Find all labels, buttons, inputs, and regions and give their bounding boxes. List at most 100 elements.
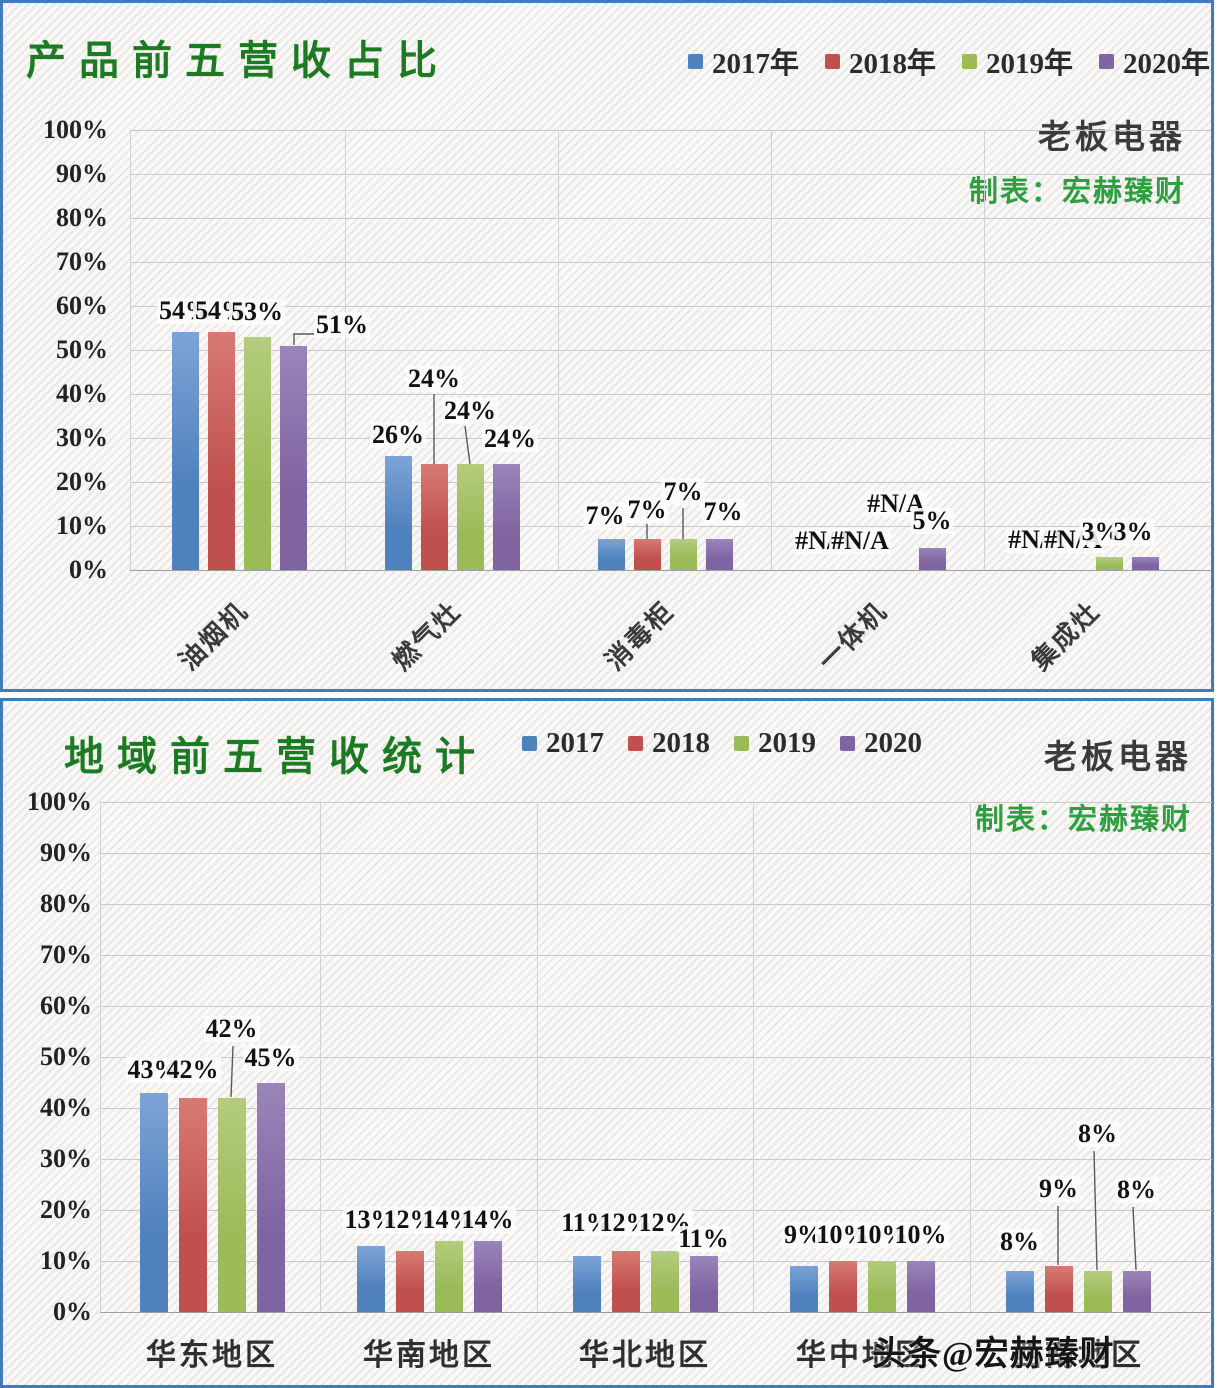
legend-item: 2018 bbox=[628, 727, 710, 760]
gridline bbox=[100, 955, 1212, 956]
bar-2019年-油烟机 bbox=[243, 336, 271, 570]
legend-swatch-icon bbox=[628, 736, 643, 751]
bar-2019年-消毒柜 bbox=[669, 539, 697, 570]
legend-swatch-icon bbox=[522, 736, 537, 751]
data-label: 42% bbox=[203, 1013, 260, 1043]
gridline bbox=[130, 394, 1211, 395]
data-label: 7% bbox=[583, 501, 627, 531]
legend: 2017年 2018年 2019年 2020年 bbox=[688, 40, 1210, 82]
gridline bbox=[100, 1108, 1212, 1109]
legend-item: 2020 bbox=[840, 727, 922, 760]
bar-2017年-消毒柜 bbox=[597, 539, 625, 570]
legend-item: 2019年 bbox=[962, 40, 1073, 82]
category-separator-line bbox=[100, 802, 101, 1312]
x-category-label: 西南地区 bbox=[1012, 1339, 1144, 1372]
legend-label: 2020年 bbox=[1123, 48, 1211, 80]
y-axis-tick-label: 60% bbox=[56, 291, 108, 320]
gridline bbox=[130, 306, 1211, 307]
bottom-chart-credit: 制表：宏赫臻财 bbox=[974, 804, 1192, 836]
x-category-label: 华北地区 bbox=[579, 1339, 711, 1372]
data-label: 7% bbox=[661, 477, 705, 507]
bar-2019-华南地区 bbox=[434, 1240, 463, 1312]
data-label: 8% bbox=[1115, 1175, 1158, 1205]
gridline bbox=[100, 1057, 1212, 1058]
data-label: 24% bbox=[442, 396, 498, 426]
bar-2020年-集成灶 bbox=[1131, 556, 1159, 570]
legend-item: 2017 bbox=[522, 727, 604, 760]
bar-2017-华东地区 bbox=[139, 1092, 168, 1312]
bar-2018-华南地区 bbox=[395, 1250, 424, 1312]
y-axis-tick-label: 80% bbox=[40, 889, 92, 918]
y-axis-tick-label: 90% bbox=[40, 838, 92, 867]
gridline bbox=[130, 526, 1211, 527]
bar-2020年-油烟机 bbox=[279, 345, 307, 570]
category-separator-line bbox=[345, 130, 346, 570]
legend-label: 2018 bbox=[652, 727, 710, 759]
data-label: 42% bbox=[164, 1054, 221, 1084]
bar-2018-西南地区 bbox=[1044, 1266, 1073, 1312]
gridline bbox=[130, 218, 1211, 219]
top-chart-panel bbox=[0, 0, 1214, 692]
legend: 2017 2018 2019 2020 bbox=[522, 727, 922, 760]
y-axis-tick-label: 10% bbox=[56, 511, 108, 540]
data-label: 53% bbox=[229, 296, 285, 326]
bar-2019年-燃气灶 bbox=[456, 464, 484, 570]
bar-2020-华北地区 bbox=[689, 1255, 718, 1312]
data-label: 8% bbox=[1076, 1119, 1119, 1149]
x-category-label: 华东地区 bbox=[146, 1339, 278, 1372]
category-separator-line bbox=[984, 130, 985, 570]
y-axis-tick-label: 0% bbox=[53, 1297, 92, 1326]
data-label: 45% bbox=[242, 1042, 299, 1072]
data-label: 3% bbox=[1111, 516, 1155, 546]
bar-2020-华中地区 bbox=[906, 1261, 935, 1312]
legend-item: 2019 bbox=[734, 727, 816, 760]
top-chart-title: 产品前五营收占比 bbox=[26, 38, 450, 83]
y-axis-tick-label: 50% bbox=[56, 335, 108, 364]
category-separator-line bbox=[558, 130, 559, 570]
bar-2018-华北地区 bbox=[611, 1250, 640, 1312]
category-separator-line bbox=[970, 802, 971, 1312]
legend-item: 2017年 bbox=[688, 40, 799, 82]
bar-2018年-油烟机 bbox=[207, 332, 235, 570]
legend-label: 2019 bbox=[758, 727, 816, 759]
y-axis-tick-label: 60% bbox=[40, 991, 92, 1020]
bottom-chart-title: 地域前五营收统计 bbox=[64, 734, 488, 779]
legend-label: 2020 bbox=[864, 727, 922, 759]
bar-2020年-燃气灶 bbox=[492, 464, 520, 570]
gridline bbox=[100, 1006, 1212, 1007]
top-chart-company: 老板电器 bbox=[1038, 120, 1186, 156]
gridline bbox=[130, 570, 1211, 571]
y-axis-tick-label: 80% bbox=[56, 203, 108, 232]
bar-2020-华东地区 bbox=[256, 1082, 285, 1312]
y-axis-tick-label: 50% bbox=[40, 1042, 92, 1071]
legend-swatch-icon bbox=[688, 53, 703, 69]
bar-2017-华中地区 bbox=[789, 1266, 818, 1312]
y-axis-tick-label: 70% bbox=[56, 247, 108, 276]
bar-2019-华中地区 bbox=[867, 1261, 896, 1312]
bar-2019-华北地区 bbox=[650, 1250, 679, 1312]
category-separator-line bbox=[753, 802, 754, 1312]
bar-2018年-燃气灶 bbox=[420, 464, 448, 570]
category-separator-line bbox=[771, 130, 772, 570]
bar-2020年-一体机 bbox=[918, 548, 946, 570]
bar-2020年-消毒柜 bbox=[705, 539, 733, 570]
gridline bbox=[100, 1312, 1212, 1313]
gridline bbox=[100, 802, 1212, 803]
bar-2020-西南地区 bbox=[1122, 1271, 1151, 1312]
legend-label: 2017年 bbox=[712, 48, 800, 80]
bar-2017-华北地区 bbox=[572, 1255, 601, 1312]
data-label: 24% bbox=[406, 364, 462, 394]
x-category-label: 华中地区 bbox=[796, 1339, 928, 1372]
y-axis-tick-label: 20% bbox=[56, 467, 108, 496]
legend-label: 2019年 bbox=[986, 48, 1074, 80]
x-category-label: 华南地区 bbox=[363, 1339, 495, 1372]
legend-swatch-icon bbox=[734, 736, 749, 751]
data-label: 7% bbox=[701, 497, 745, 527]
data-label: 11% bbox=[676, 1223, 731, 1253]
legend-label: 2018年 bbox=[849, 48, 937, 80]
gridline bbox=[130, 350, 1211, 351]
category-separator-line bbox=[130, 130, 131, 570]
legend-swatch-icon bbox=[1099, 53, 1115, 69]
y-axis-tick-label: 70% bbox=[40, 940, 92, 969]
